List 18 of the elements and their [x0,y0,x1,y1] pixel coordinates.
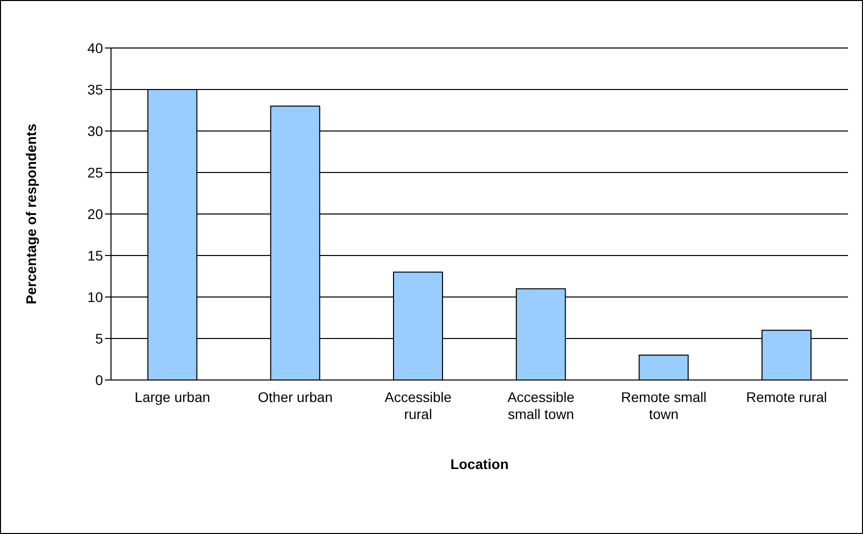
y-tick-label: 5 [95,330,104,346]
x-axis-title: Location [450,456,509,472]
y-tick-label: 25 [87,164,104,180]
x-tick-label: Large urban [134,389,210,405]
y-tick-label: 40 [87,40,104,56]
y-tick-label: 15 [87,247,104,264]
y-tick-label: 0 [95,372,104,388]
y-tick-label: 10 [87,288,104,305]
bar [638,354,689,380]
y-tick-label: 20 [87,206,104,222]
y-axis-title: Percentage of respondents [22,124,39,304]
y-tick-label: 30 [87,122,104,139]
x-tick-label: Other urban [258,389,333,405]
x-tick-label: Remote rural [746,389,828,405]
x-tick-label: Accessible rural [384,389,452,422]
y-tick-label: 35 [87,81,104,98]
x-tick-label: Remote small town [620,389,707,422]
x-tick-label: Accessible small town [507,389,575,422]
